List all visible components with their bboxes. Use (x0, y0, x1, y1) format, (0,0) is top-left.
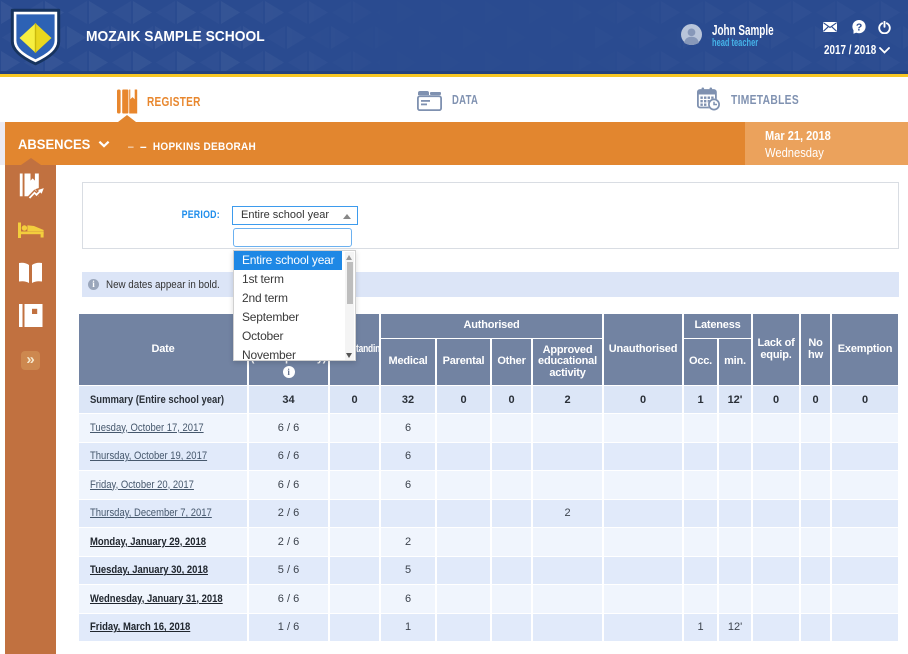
svg-text:?: ? (855, 21, 861, 33)
